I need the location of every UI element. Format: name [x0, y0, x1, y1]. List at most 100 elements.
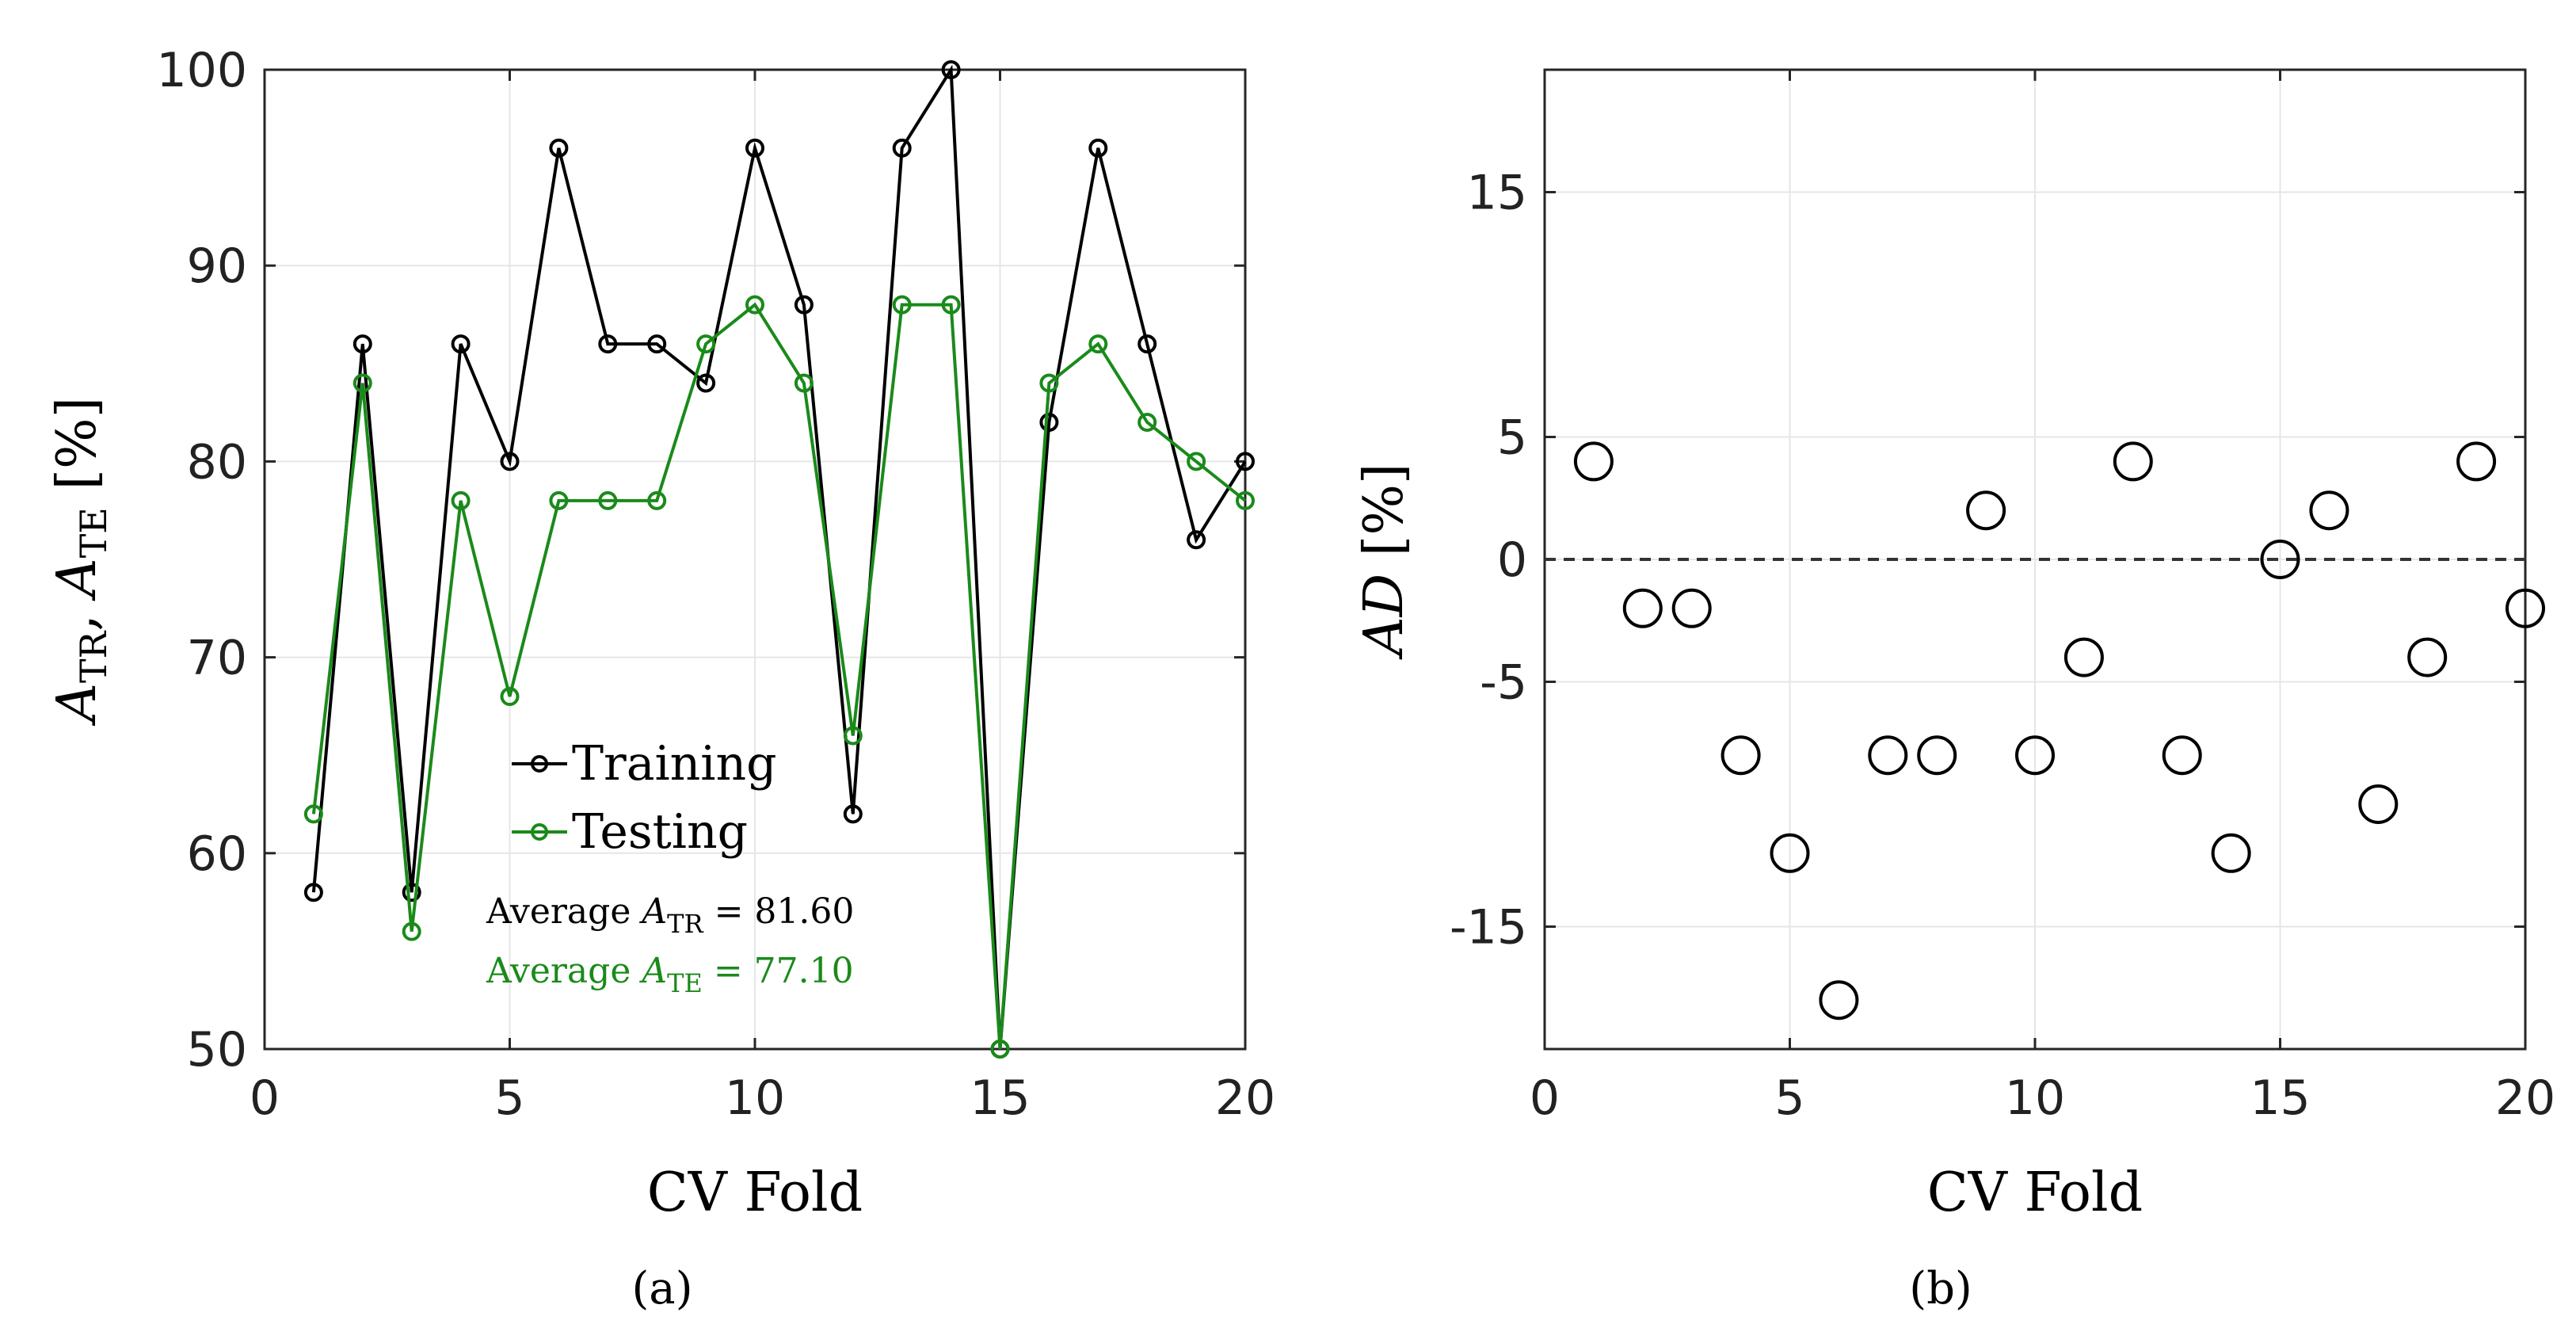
- legend-marker-training: [531, 755, 548, 773]
- data-point-training: [1039, 412, 1059, 432]
- data-point-training: [1187, 530, 1206, 550]
- data-point-training: [1236, 452, 1255, 471]
- data-point-training: [1088, 138, 1108, 158]
- data-point-testing: [500, 687, 520, 707]
- data-point-testing: [647, 490, 667, 510]
- data-point-ad: [2113, 441, 2153, 482]
- x-axis-label-b: CV Fold: [1927, 1162, 2143, 1224]
- data-point-testing: [1137, 412, 1157, 432]
- x-tick-label: 20: [2495, 1070, 2555, 1126]
- data-point-training: [892, 138, 912, 158]
- data-point-testing: [892, 295, 912, 315]
- x-tick-label: 20: [1215, 1070, 1275, 1126]
- data-point-training: [647, 334, 667, 354]
- y-tick-label: 50: [187, 1022, 247, 1078]
- data-point-testing: [794, 373, 814, 393]
- data-point-testing: [745, 295, 764, 315]
- y-tick-label: 0: [1497, 532, 1527, 588]
- avg-testing-annotation: Average ATE = 77.10: [486, 951, 854, 998]
- panel-label-a: (a): [631, 1263, 692, 1314]
- data-point-ad: [1721, 735, 1761, 776]
- avg-testing-prefix: Average: [486, 951, 642, 991]
- legend-marker-testing: [531, 823, 548, 841]
- x-tick-label: 0: [1530, 1070, 1560, 1126]
- panel-b: 0 5 10 15 20 -15 -5 0 5 15 CV Fold AD [%] (b): [1353, 68, 2555, 1314]
- data-point-testing: [451, 490, 471, 510]
- data-point-testing: [1187, 452, 1206, 471]
- data-point-ad: [2506, 588, 2545, 628]
- data-point-ad: [1671, 588, 1712, 628]
- y-tick-label: -5: [1480, 655, 1527, 711]
- data-point-testing: [598, 490, 618, 510]
- panel-a: 0 5 10 15 20 50 60 70 80 90 100 Training Testing A…: [46, 43, 1275, 1314]
- x-tick-label: 5: [1774, 1070, 1804, 1126]
- y-tick-label: 80: [187, 434, 247, 490]
- data-point-ad: [2456, 441, 2497, 482]
- x-tick-label: 10: [725, 1070, 785, 1126]
- y-tick-label: 90: [187, 238, 247, 294]
- data-point-ad: [2211, 833, 2251, 873]
- data-point-testing: [990, 1040, 1010, 1059]
- data-point-testing: [402, 921, 421, 941]
- data-point-testing: [1236, 490, 1255, 510]
- legend-label-training: Training: [572, 736, 777, 792]
- data-point-testing: [549, 490, 569, 510]
- x-tick-label: 5: [494, 1070, 524, 1126]
- avg-testing-sub: TE: [667, 968, 703, 998]
- data-point-ad: [1573, 441, 1614, 482]
- data-point-training: [451, 334, 471, 354]
- y-tick-label: 70: [187, 631, 247, 686]
- avg-training-annotation: Average ATR = 81.60: [486, 891, 854, 939]
- y-tick-label: 60: [187, 826, 247, 882]
- legend-a: Training Testing: [512, 736, 777, 860]
- data-point-ad: [1819, 980, 1859, 1021]
- y-axis-label-a: ATR, ATE [%]: [46, 397, 115, 727]
- data-point-ad: [2063, 637, 2104, 677]
- data-point-ad: [2162, 735, 2202, 776]
- avg-training-sub: TR: [667, 909, 703, 939]
- data-point-training: [598, 334, 618, 354]
- data-point-training: [745, 138, 764, 158]
- y-tick-label: 15: [1467, 166, 1527, 221]
- data-point-training: [1137, 334, 1157, 354]
- x-tick-label: 0: [250, 1070, 280, 1126]
- data-point-testing: [941, 295, 961, 315]
- data-point-training: [402, 883, 421, 902]
- data-point-ad: [2407, 637, 2448, 677]
- data-point-ad: [2309, 490, 2349, 531]
- data-point-testing: [696, 334, 716, 354]
- x-tick-label: 15: [2250, 1070, 2310, 1126]
- data-point-training: [549, 138, 569, 158]
- avg-testing-var: A: [638, 951, 667, 991]
- data-point-testing: [303, 804, 323, 824]
- x-axis-label-a: CV Fold: [647, 1162, 863, 1224]
- y-tick-label: -15: [1450, 900, 1527, 956]
- data-point-ad: [1770, 833, 1810, 873]
- data-point-training: [794, 295, 814, 315]
- panel-label-b: (b): [1909, 1263, 1972, 1314]
- data-point-ad: [1868, 735, 1908, 776]
- data-point-testing: [843, 726, 863, 746]
- data-point-training: [843, 804, 863, 824]
- series-line-testing: [311, 302, 1247, 1050]
- data-point-ad: [2260, 540, 2300, 579]
- data-point-ad: [1966, 490, 2006, 531]
- avg-training-value: = 81.60: [703, 891, 855, 932]
- avg-training-var: A: [638, 891, 667, 932]
- avg-testing-value: = 77.10: [703, 951, 854, 991]
- data-point-ad: [2358, 784, 2399, 824]
- series-line-training: [311, 64, 1247, 1050]
- data-point-training: [500, 452, 520, 471]
- x-tick-label: 15: [970, 1070, 1030, 1126]
- data-point-training: [941, 60, 961, 79]
- x-tick-label: 10: [2005, 1070, 2065, 1126]
- data-point-testing: [352, 373, 372, 393]
- data-point-ad: [1917, 735, 1957, 776]
- data-point-testing: [1088, 334, 1108, 354]
- data-point-training: [303, 883, 323, 902]
- legend-label-testing: Testing: [572, 804, 748, 860]
- data-point-ad: [2015, 735, 2055, 776]
- data-point-ad: [1622, 588, 1663, 628]
- data-point-testing: [1039, 373, 1059, 393]
